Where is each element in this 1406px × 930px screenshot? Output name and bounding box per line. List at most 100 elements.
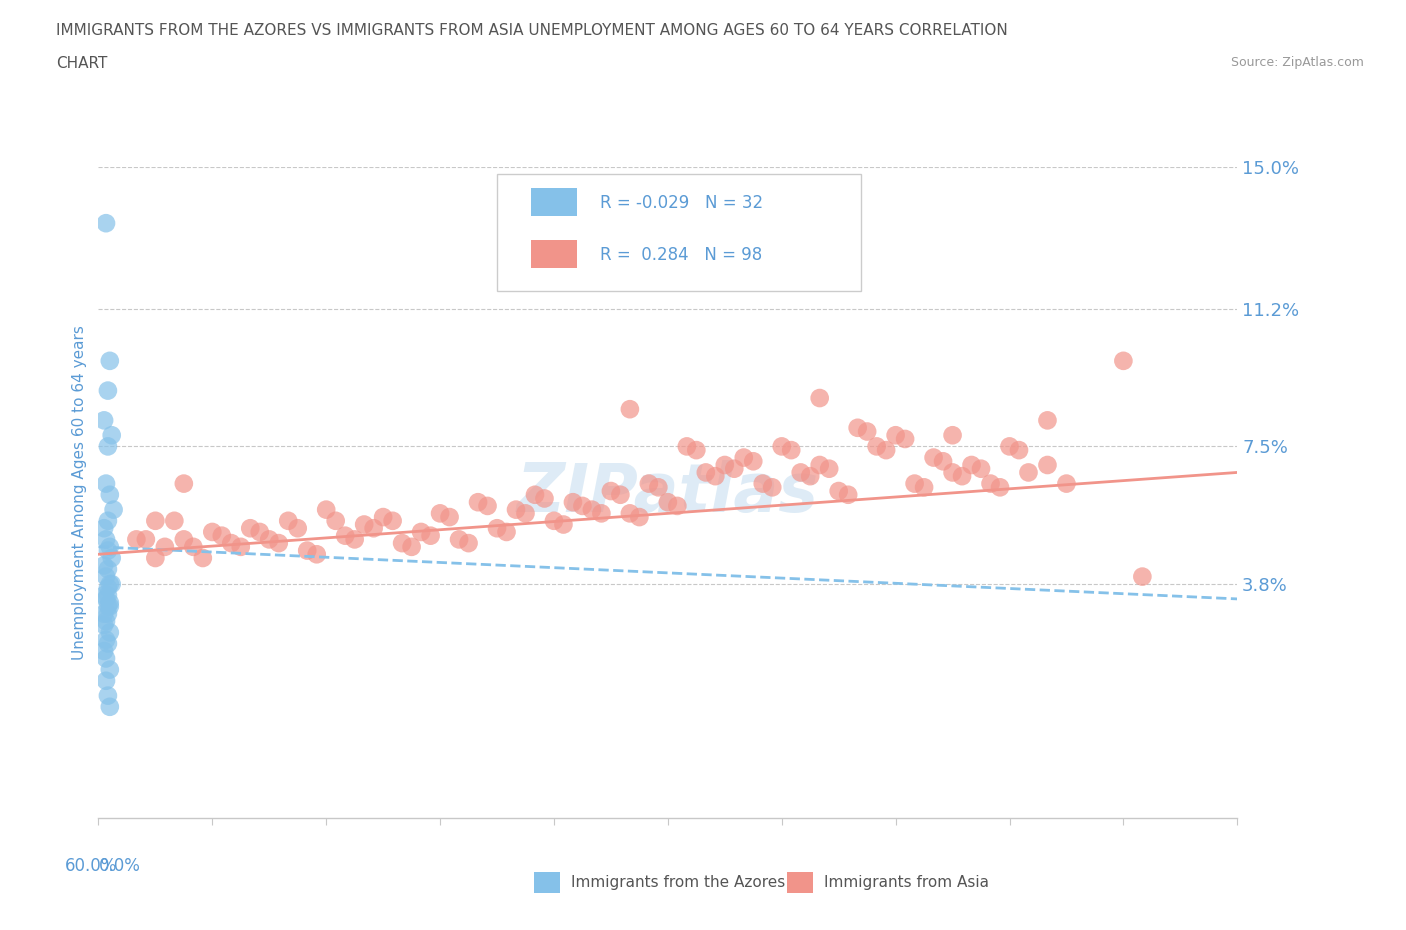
- Point: [98, 577, 121, 591]
- Text: 0.0%: 0.0%: [98, 857, 141, 875]
- Point: [297, 543, 319, 558]
- Point: [457, 536, 479, 551]
- Text: ZIPatlas: ZIPatlas: [517, 460, 818, 525]
- Point: [100, 577, 122, 591]
- Point: [581, 502, 603, 517]
- Point: [808, 391, 831, 405]
- Point: [884, 428, 907, 443]
- Point: [287, 521, 309, 536]
- Point: [950, 469, 973, 484]
- Point: [229, 539, 252, 554]
- Point: [628, 510, 651, 525]
- Point: [600, 484, 623, 498]
- Point: [94, 216, 117, 231]
- Point: [524, 487, 547, 502]
- Point: [429, 506, 451, 521]
- Point: [543, 513, 565, 528]
- Point: [818, 461, 841, 476]
- Point: [904, 476, 927, 491]
- Point: [495, 525, 517, 539]
- Point: [828, 484, 851, 498]
- Point: [695, 465, 717, 480]
- Point: [94, 651, 117, 666]
- Point: [685, 443, 707, 458]
- Point: [163, 513, 186, 528]
- Point: [93, 618, 115, 632]
- Point: [98, 595, 121, 610]
- Point: [97, 513, 120, 528]
- Point: [94, 614, 117, 629]
- Point: [942, 465, 965, 480]
- Point: [97, 588, 120, 603]
- Point: [221, 536, 243, 551]
- Point: [761, 480, 783, 495]
- Point: [343, 532, 366, 547]
- Text: Immigrants from the Azores: Immigrants from the Azores: [571, 875, 785, 890]
- Point: [704, 469, 727, 484]
- Point: [562, 495, 585, 510]
- Point: [638, 476, 661, 491]
- Point: [1112, 353, 1135, 368]
- Point: [875, 443, 897, 458]
- Point: [173, 476, 195, 491]
- Point: [97, 688, 120, 703]
- Point: [714, 458, 737, 472]
- Point: [676, 439, 699, 454]
- Point: [439, 510, 461, 525]
- Point: [135, 532, 157, 547]
- Text: 60.0%: 60.0%: [65, 857, 118, 875]
- Point: [742, 454, 765, 469]
- Point: [998, 439, 1021, 454]
- Point: [93, 644, 115, 658]
- Point: [790, 465, 813, 480]
- Point: [363, 521, 385, 536]
- Point: [477, 498, 499, 513]
- Point: [315, 502, 337, 517]
- Point: [98, 662, 121, 677]
- Point: [988, 480, 1011, 495]
- Point: [419, 528, 441, 543]
- Point: [98, 487, 121, 502]
- Text: R =  0.284   N = 98: R = 0.284 N = 98: [599, 246, 762, 264]
- Point: [153, 539, 176, 554]
- Point: [98, 539, 121, 554]
- Point: [93, 413, 115, 428]
- Point: [894, 432, 917, 446]
- Bar: [531, 240, 576, 269]
- Bar: [534, 872, 560, 893]
- Point: [733, 450, 755, 465]
- Point: [401, 539, 423, 554]
- Text: Source: ZipAtlas.com: Source: ZipAtlas.com: [1230, 56, 1364, 69]
- Point: [808, 458, 831, 472]
- Point: [93, 558, 115, 573]
- Point: [780, 443, 803, 458]
- Point: [960, 458, 983, 472]
- Point: [912, 480, 935, 495]
- Point: [515, 506, 537, 521]
- Point: [145, 513, 167, 528]
- Point: [145, 551, 167, 565]
- Point: [267, 536, 290, 551]
- Point: [571, 498, 593, 513]
- Point: [591, 506, 613, 521]
- Point: [666, 498, 689, 513]
- Point: [94, 591, 117, 606]
- Point: [93, 588, 115, 603]
- Point: [277, 513, 299, 528]
- Point: [201, 525, 224, 539]
- Point: [94, 532, 117, 547]
- Point: [856, 424, 879, 439]
- Point: [837, 487, 859, 502]
- Point: [97, 439, 120, 454]
- Point: [98, 625, 121, 640]
- Point: [647, 480, 669, 495]
- Point: [770, 439, 793, 454]
- Point: [305, 547, 328, 562]
- Point: [93, 521, 115, 536]
- Point: [979, 476, 1001, 491]
- Point: [866, 439, 889, 454]
- Point: [97, 580, 120, 595]
- Text: CHART: CHART: [56, 56, 108, 71]
- Point: [553, 517, 575, 532]
- Point: [183, 539, 205, 554]
